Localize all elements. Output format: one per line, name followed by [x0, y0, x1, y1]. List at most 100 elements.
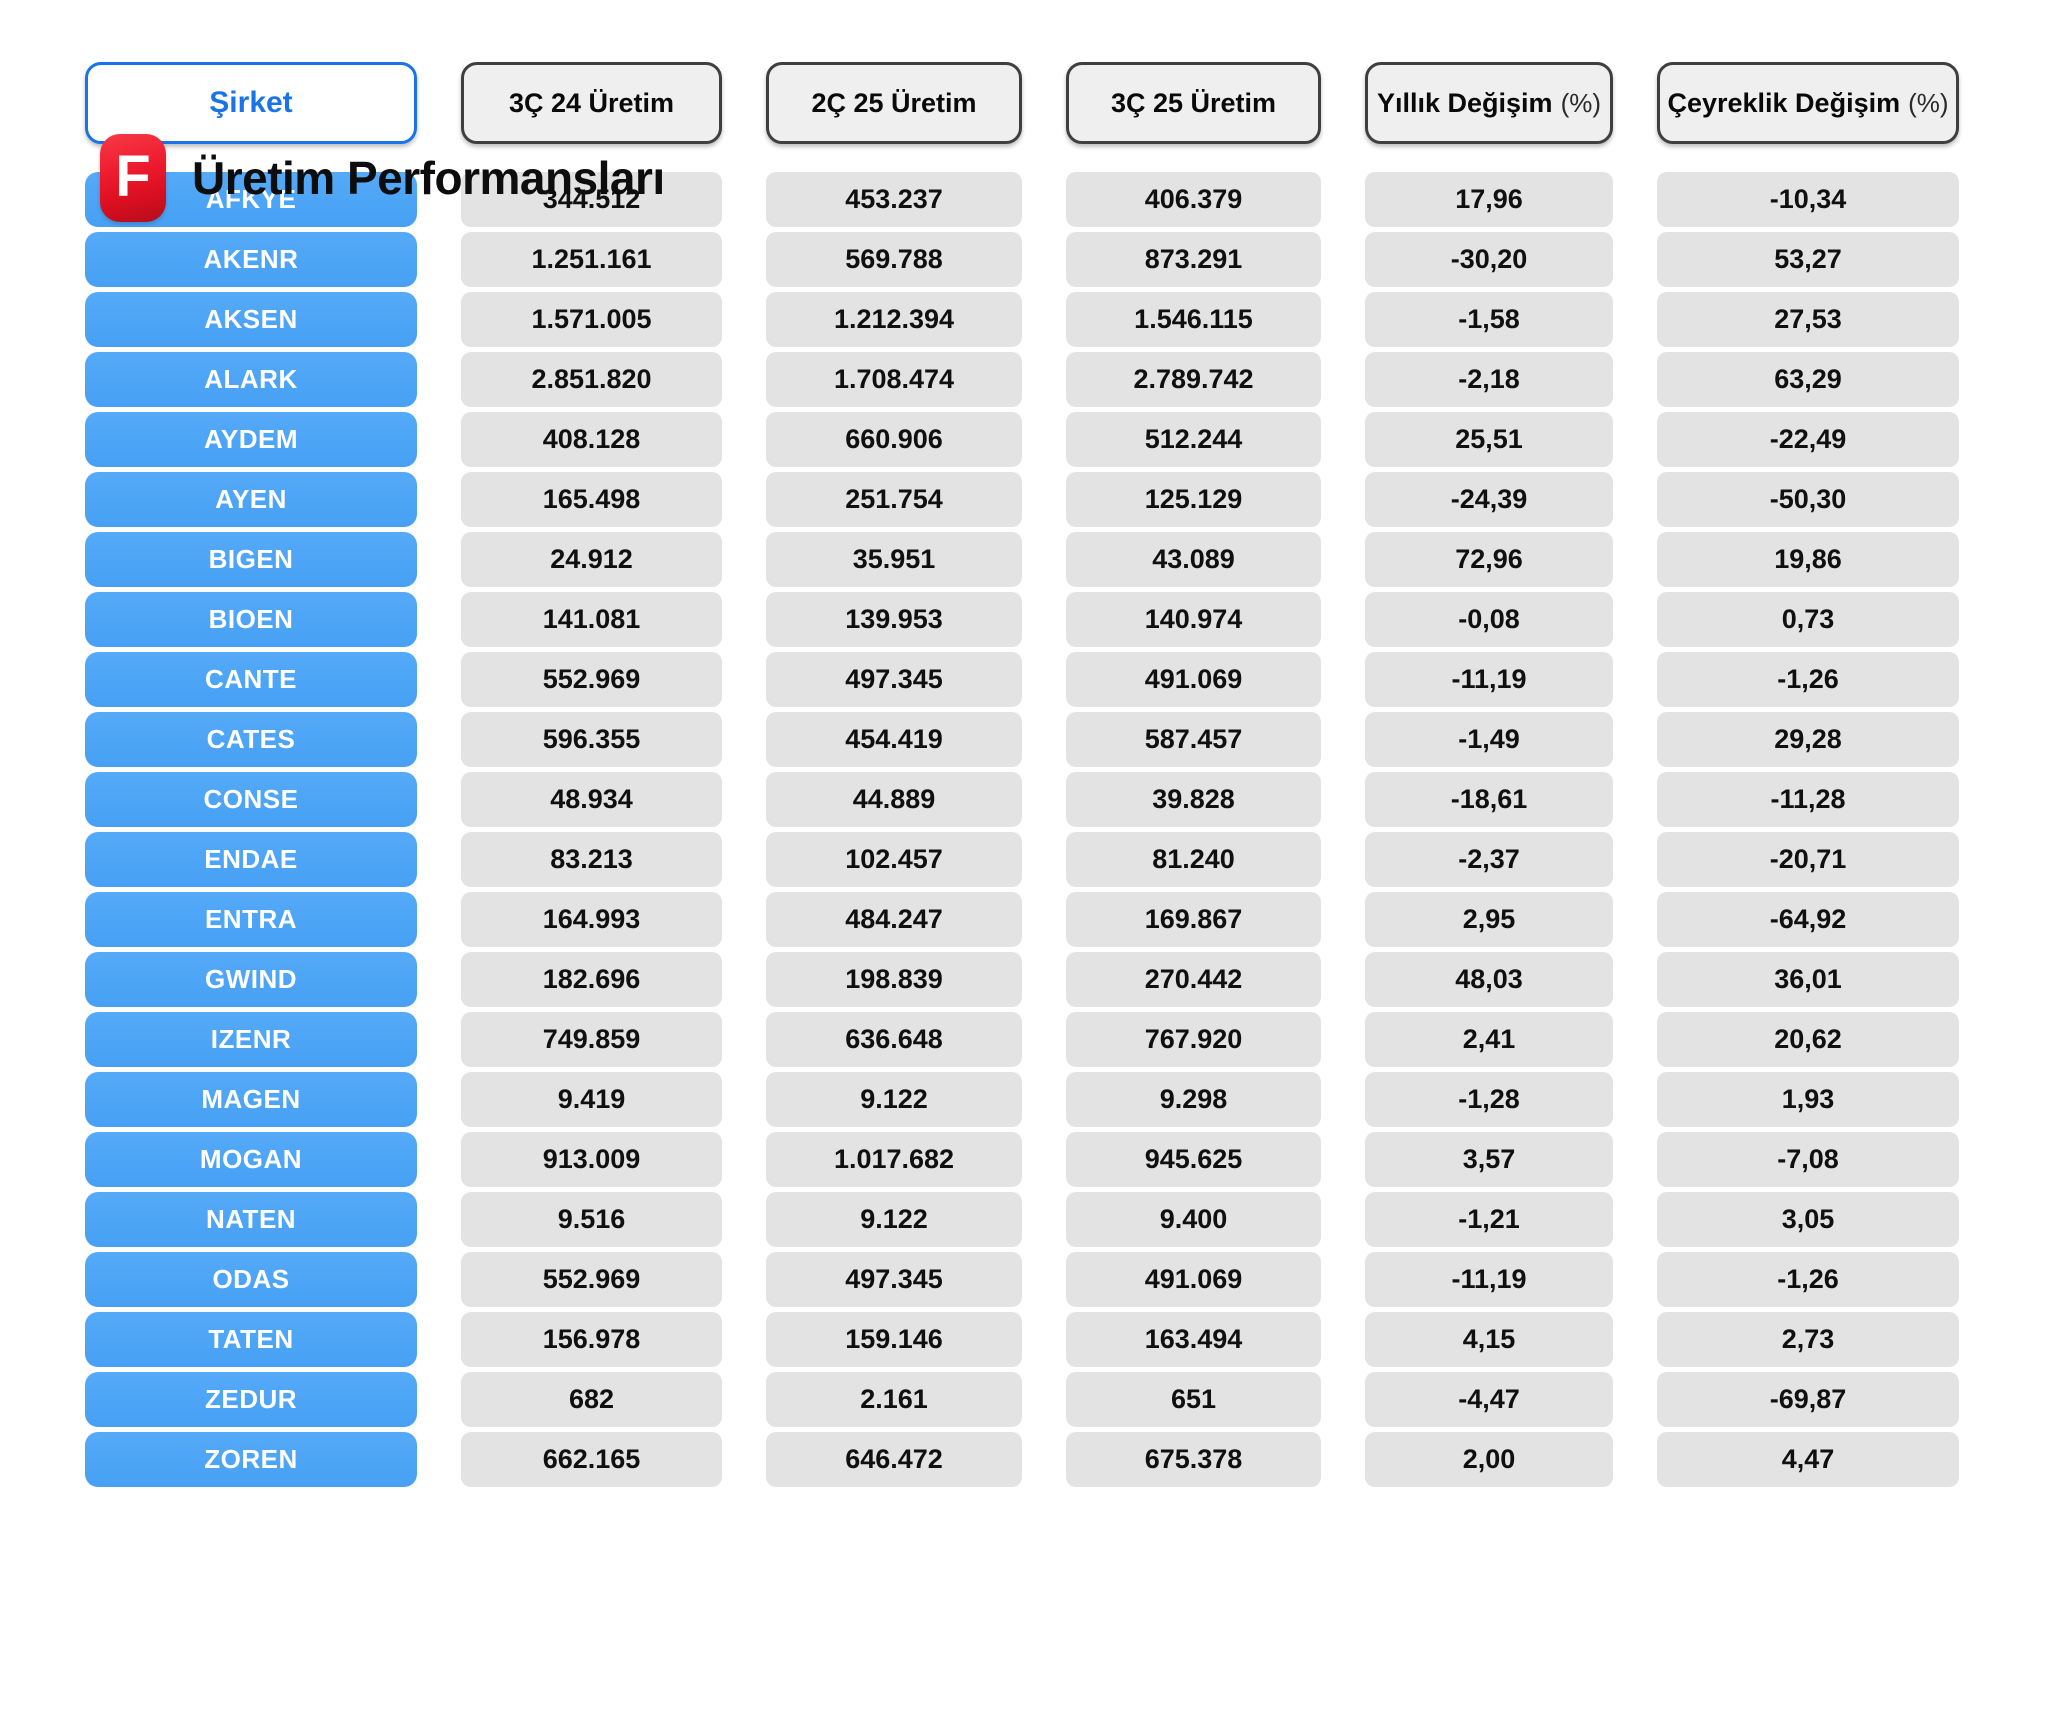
- value-cell: 36,01: [1657, 952, 1959, 1007]
- value-cell: 27,53: [1657, 292, 1959, 347]
- value-cell: 1.251.161: [461, 232, 722, 287]
- column-header-label: Yıllık Değişim: [1376, 87, 1553, 118]
- value-cell: 164.993: [461, 892, 722, 947]
- value-cell: 406.379: [1066, 172, 1321, 227]
- company-pill: ZOREN: [85, 1432, 417, 1487]
- value-cell: 1.017.682: [766, 1132, 1022, 1187]
- value-cell: 651: [1066, 1372, 1321, 1427]
- value-cell: -10,34: [1657, 172, 1959, 227]
- value-cell: -64,92: [1657, 892, 1959, 947]
- company-pill: NATEN: [85, 1192, 417, 1247]
- value-cell: -1,28: [1365, 1072, 1613, 1127]
- value-cell: 660.906: [766, 412, 1022, 467]
- value-cell: 81.240: [1066, 832, 1321, 887]
- value-cell: -50,30: [1657, 472, 1959, 527]
- company-pill: ZEDUR: [85, 1372, 417, 1427]
- value-cell: 24.912: [461, 532, 722, 587]
- company-pill: ALARK: [85, 352, 417, 407]
- column-header-q2_25_uretim: 2Ç 25 Üretim: [766, 62, 1022, 144]
- column-header-ceyreklik_degisim_pct: Çeyreklik Değişim (%): [1657, 62, 1959, 144]
- value-cell: 182.696: [461, 952, 722, 1007]
- company-pill: AKSEN: [85, 292, 417, 347]
- value-cell: 675.378: [1066, 1432, 1321, 1487]
- value-cell: 587.457: [1066, 712, 1321, 767]
- value-cell: 25,51: [1365, 412, 1613, 467]
- value-cell: -1,58: [1365, 292, 1613, 347]
- value-cell: 552.969: [461, 1252, 722, 1307]
- value-cell: 767.920: [1066, 1012, 1321, 1067]
- value-cell: -11,19: [1365, 1252, 1613, 1307]
- value-cell: 2,00: [1365, 1432, 1613, 1487]
- value-cell: 139.953: [766, 592, 1022, 647]
- value-cell: 408.128: [461, 412, 722, 467]
- value-cell: -11,19: [1365, 652, 1613, 707]
- value-cell: 43.089: [1066, 532, 1321, 587]
- value-cell: 2.789.742: [1066, 352, 1321, 407]
- company-pill: AYDEM: [85, 412, 417, 467]
- value-cell: 125.129: [1066, 472, 1321, 527]
- column-header-yillik_degisim_pct: Yıllık Değişim (%): [1365, 62, 1613, 144]
- column-header-label: Çeyreklik Değişim: [1667, 87, 1901, 118]
- value-cell: 48.934: [461, 772, 722, 827]
- company-pill: AYEN: [85, 472, 417, 527]
- value-cell: 17,96: [1365, 172, 1613, 227]
- company-pill: AKENR: [85, 232, 417, 287]
- value-cell: -4,47: [1365, 1372, 1613, 1427]
- value-cell: 2,41: [1365, 1012, 1613, 1067]
- value-cell: 140.974: [1066, 592, 1321, 647]
- value-cell: -2,37: [1365, 832, 1613, 887]
- value-cell: 35.951: [766, 532, 1022, 587]
- value-cell: 596.355: [461, 712, 722, 767]
- value-cell: 497.345: [766, 1252, 1022, 1307]
- value-cell: 344.512: [461, 172, 722, 227]
- value-cell: 873.291: [1066, 232, 1321, 287]
- value-cell: 3,57: [1365, 1132, 1613, 1187]
- company-pill: ENDAE: [85, 832, 417, 887]
- value-cell: -24,39: [1365, 472, 1613, 527]
- value-cell: 1.708.474: [766, 352, 1022, 407]
- value-cell: 569.788: [766, 232, 1022, 287]
- table-body: AFKYE 344.512 453.237 406.379 17,96 -10,34 AKE…: [85, 172, 2048, 1487]
- company-pill: CONSE: [85, 772, 417, 827]
- value-cell: 484.247: [766, 892, 1022, 947]
- value-cell: 270.442: [1066, 952, 1321, 1007]
- value-cell: 454.419: [766, 712, 1022, 767]
- value-cell: 53,27: [1657, 232, 1959, 287]
- value-cell: -11,28: [1657, 772, 1959, 827]
- value-cell: -1,49: [1365, 712, 1613, 767]
- value-cell: 83.213: [461, 832, 722, 887]
- value-cell: 1.571.005: [461, 292, 722, 347]
- value-cell: 48,03: [1365, 952, 1613, 1007]
- value-cell: 749.859: [461, 1012, 722, 1067]
- value-cell: 39.828: [1066, 772, 1321, 827]
- brand-header: F Üretim Performansları: [100, 134, 665, 222]
- value-cell: 9.298: [1066, 1072, 1321, 1127]
- value-cell: 9.122: [766, 1072, 1022, 1127]
- column-header-q3_24_uretim: 3Ç 24 Üretim: [461, 62, 722, 144]
- value-cell: 20,62: [1657, 1012, 1959, 1067]
- value-cell: 198.839: [766, 952, 1022, 1007]
- value-cell: 913.009: [461, 1132, 722, 1187]
- value-cell: 2.851.820: [461, 352, 722, 407]
- infographic-canvas: F Üretim Performansları Şirket 3Ç 24 Üret…: [0, 62, 2048, 1730]
- company-pill: BIGEN: [85, 532, 417, 587]
- column-header-unit-suffix: (%): [1560, 87, 1601, 118]
- value-cell: 72,96: [1365, 532, 1613, 587]
- column-header-label: 3Ç 25 Üretim: [1110, 87, 1277, 118]
- logo-f-icon: F: [100, 134, 166, 222]
- value-cell: 682: [461, 1372, 722, 1427]
- value-cell: 63,29: [1657, 352, 1959, 407]
- value-cell: 453.237: [766, 172, 1022, 227]
- value-cell: 646.472: [766, 1432, 1022, 1487]
- table-header-row: Şirket 3Ç 24 Üretim 2Ç 25 Üretim 3Ç 25 Üret…: [85, 62, 2048, 144]
- value-cell: 141.081: [461, 592, 722, 647]
- value-cell: -69,87: [1657, 1372, 1959, 1427]
- column-header-sirket: Şirket: [85, 62, 417, 144]
- value-cell: 636.648: [766, 1012, 1022, 1067]
- value-cell: 156.978: [461, 1312, 722, 1367]
- value-cell: 662.165: [461, 1432, 722, 1487]
- value-cell: 1.212.394: [766, 292, 1022, 347]
- value-cell: 2,73: [1657, 1312, 1959, 1367]
- value-cell: -1,26: [1657, 1252, 1959, 1307]
- value-cell: 512.244: [1066, 412, 1321, 467]
